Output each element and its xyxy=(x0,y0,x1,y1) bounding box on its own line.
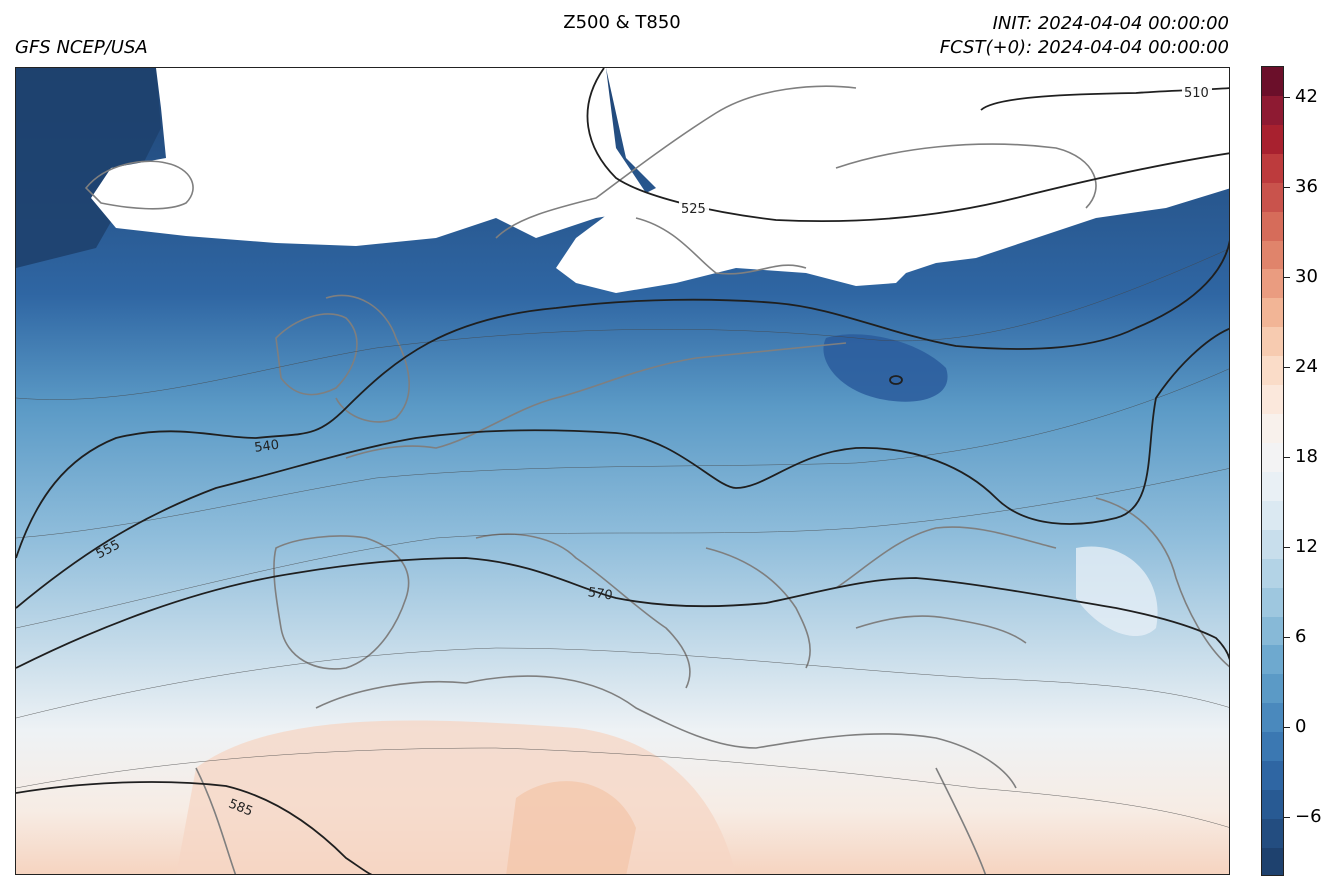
coast-red-sea xyxy=(935,767,987,874)
colorbar-tick-label: 6 xyxy=(1295,626,1307,647)
coast-sweden xyxy=(635,217,807,275)
border-africa-west xyxy=(195,767,237,874)
colorbar-tick-label: 24 xyxy=(1295,356,1318,377)
colorbar-segment xyxy=(1262,327,1283,357)
contour-540 xyxy=(16,239,1229,559)
map-canvas: 510 525 540 555 570 585 xyxy=(16,68,1229,874)
colorbar-segment xyxy=(1262,818,1283,848)
colorbar-segment xyxy=(1262,847,1283,875)
thin-contours xyxy=(16,248,1229,828)
colorbar-segment xyxy=(1262,124,1283,154)
colorbar-segment xyxy=(1262,471,1283,501)
thin-contour-1 xyxy=(16,248,1229,400)
colorbar-segment xyxy=(1262,298,1283,328)
contour-label-525: 525 xyxy=(681,202,706,217)
masked-region-scandinavia xyxy=(556,68,1229,293)
colorbar-tick-label: −6 xyxy=(1295,806,1322,827)
coast-black-sea xyxy=(835,526,1057,589)
colorbar-tick-label: 12 xyxy=(1295,536,1318,557)
colorbar-segment xyxy=(1262,703,1283,733)
coast-balkans xyxy=(705,547,811,669)
mild-area-east xyxy=(1076,546,1158,637)
colorbar xyxy=(1261,66,1284,876)
colorbar-segment xyxy=(1262,153,1283,183)
colorbar-segment xyxy=(1262,269,1283,299)
colorbar-segment xyxy=(1262,558,1283,588)
coast-anatolia xyxy=(855,615,1027,644)
colorbar-segment xyxy=(1262,182,1283,212)
colorbar-segment xyxy=(1262,240,1283,270)
thin-contour-2 xyxy=(16,368,1229,539)
coast-north-africa xyxy=(315,675,1017,789)
coast-italy xyxy=(475,533,691,689)
cold-pool-east xyxy=(823,334,948,402)
model-source-label: GFS NCEP/USA xyxy=(15,37,148,58)
contour-closed-low xyxy=(889,375,903,385)
colorbar-segment xyxy=(1262,67,1283,96)
weather-map: 510 525 540 555 570 585 xyxy=(15,67,1230,875)
colorbar-tick-label: 30 xyxy=(1295,266,1318,287)
coast-iberia xyxy=(273,535,410,670)
thin-contour-5 xyxy=(16,747,1229,828)
contour-label-570: 570 xyxy=(587,585,614,603)
colorbar-segment xyxy=(1262,790,1283,819)
colorbar-tick-label: 0 xyxy=(1295,716,1307,737)
colorbar-segment xyxy=(1262,616,1283,646)
contour-570 xyxy=(16,557,1229,669)
cold-air-northwest xyxy=(16,68,161,268)
colorbar-segment xyxy=(1262,211,1283,241)
colorbar-segment xyxy=(1262,761,1283,791)
colorbar-segment xyxy=(1262,385,1283,415)
colorbar-segment xyxy=(1262,529,1283,559)
coastlines xyxy=(84,85,1229,874)
contour-555 xyxy=(16,327,1229,609)
colorbar-segment xyxy=(1262,414,1283,443)
map-title: Z500 & T850 xyxy=(563,12,681,33)
colorbar-segment xyxy=(1262,674,1283,704)
colorbar-segment xyxy=(1262,442,1283,472)
contour-label-510: 510 xyxy=(1184,86,1209,101)
coast-norway xyxy=(495,85,857,239)
colorbar-segment xyxy=(1262,732,1283,762)
thin-contour-3 xyxy=(16,468,1229,629)
coast-ireland xyxy=(275,313,358,396)
main-contours xyxy=(16,68,1229,874)
thin-contour-4 xyxy=(16,647,1229,719)
colorbar-tick-label: 18 xyxy=(1295,446,1318,467)
forecast-time-label: FCST(+0): 2024-04-04 00:00:00 xyxy=(939,37,1229,58)
colorbar-segment xyxy=(1262,645,1283,675)
contour-585 xyxy=(16,781,373,874)
run-info: INIT: 2024-04-04 00:00:00 FCST(+0): 2024… xyxy=(940,12,1229,60)
colorbar-tick-label: 42 xyxy=(1295,86,1318,107)
colorbar-tick-label: 36 xyxy=(1295,176,1318,197)
warm-core-sahara xyxy=(506,781,636,874)
colorbar-segment xyxy=(1262,587,1283,617)
colorbar-segment xyxy=(1262,356,1283,386)
init-time-label: INIT: 2024-04-04 00:00:00 xyxy=(992,13,1229,34)
colorbar-segment xyxy=(1262,500,1283,530)
colorbar-segment xyxy=(1262,95,1283,125)
coast-finland xyxy=(835,143,1097,209)
coast-britain xyxy=(325,294,410,423)
colorbar-ticks: 42 36 30 24 18 12 6 0 −6 xyxy=(1284,66,1344,876)
coast-iceland xyxy=(84,160,194,210)
contour-525 xyxy=(586,68,1229,223)
contour-label-540: 540 xyxy=(253,438,280,456)
coast-north-europe xyxy=(345,342,847,459)
masked-region-iceland xyxy=(91,68,656,246)
